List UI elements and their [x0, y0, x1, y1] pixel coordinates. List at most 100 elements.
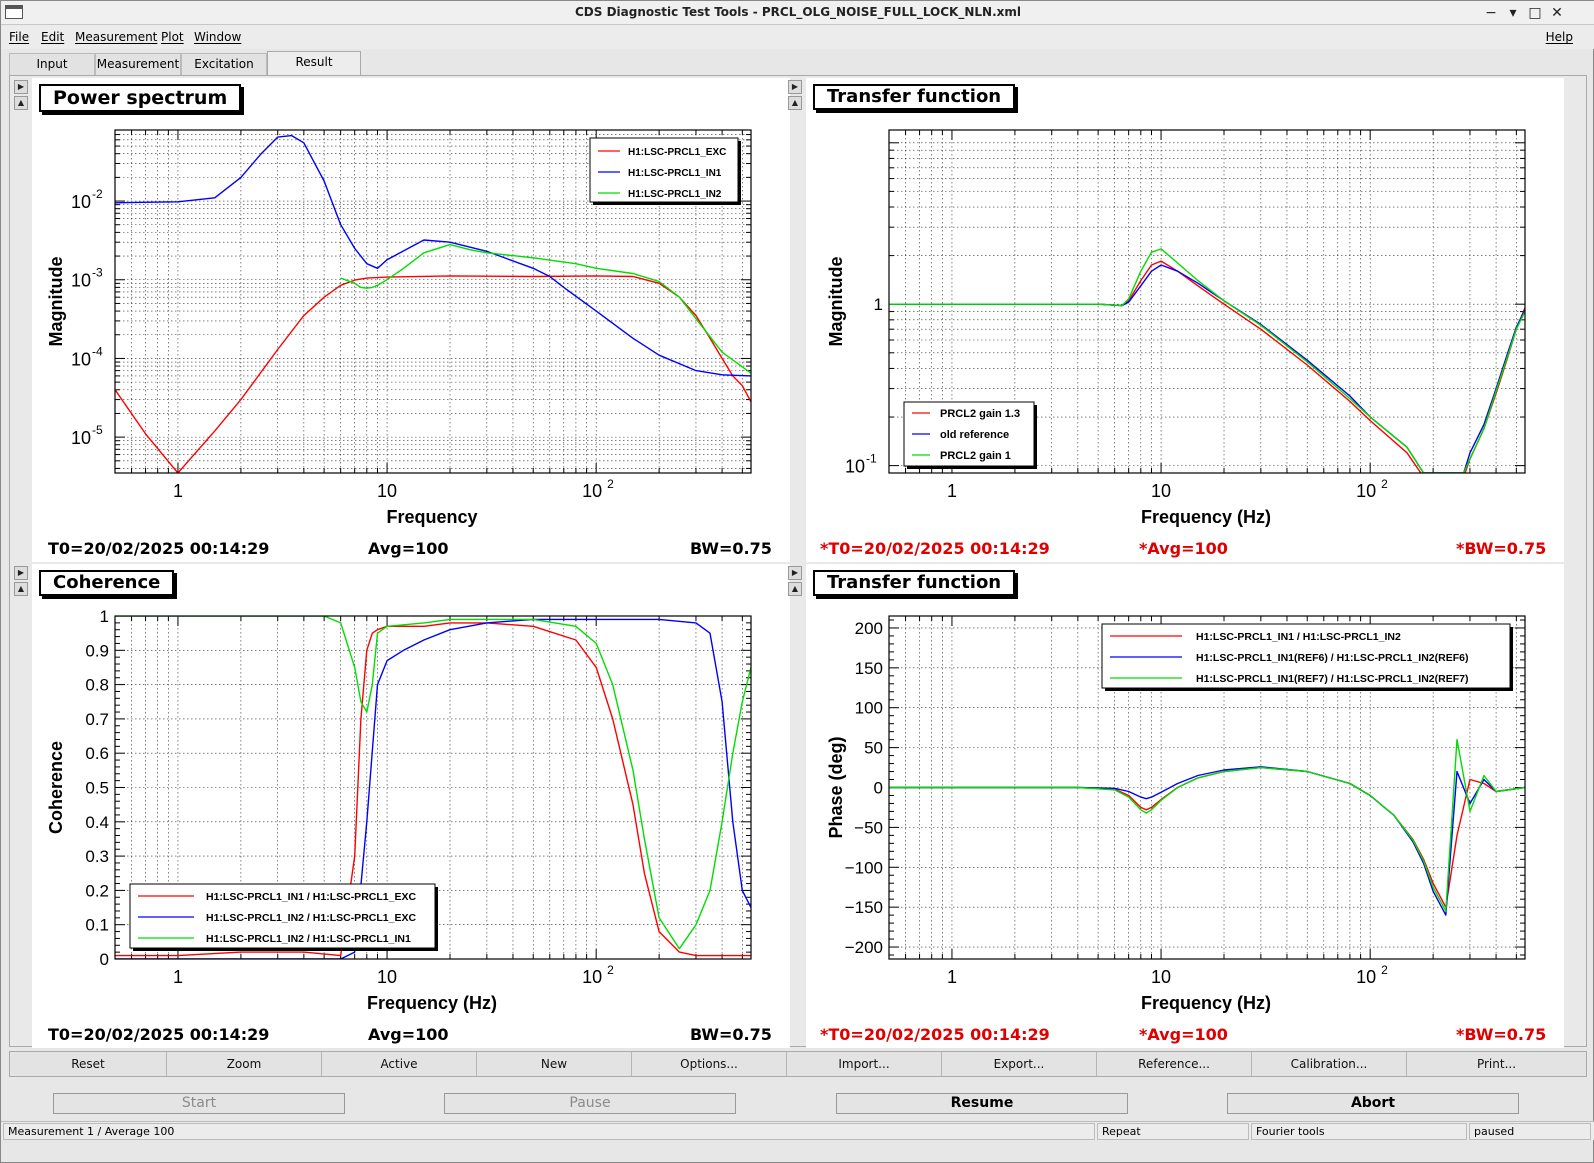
y-tick-label: 50 — [864, 739, 883, 758]
plot-pad-transfer-magnitude[interactable]: Transfer function 1 10 10 2 10 -1 1 Frequency (… — [806, 78, 1564, 562]
expand-up-icon[interactable]: ▲ — [788, 582, 802, 596]
expand-up-icon[interactable]: ▲ — [14, 96, 28, 110]
print-button[interactable]: Print... — [1476, 1057, 1517, 1071]
plot-pad-coherence[interactable]: Coherence 1 10 10 2 0 0.1 0.2 0.3 0.4 0.5 0.6 0.7 0.… — [32, 564, 790, 1048]
zoom-button[interactable]: Zoom — [167, 1052, 322, 1076]
x-tick-label: 10 — [582, 967, 602, 987]
series-line — [115, 275, 751, 473]
info-bw: BW=0.75 — [690, 1025, 772, 1044]
coherence-chart[interactable]: 1 10 10 2 0 0.1 0.2 0.3 0.4 0.5 0.6 0.7 0.8 0.9 1 Frequ… — [32, 564, 790, 1048]
x-tick-label-exponent: 2 — [1381, 963, 1388, 977]
expand-right-icon[interactable]: ▶ — [14, 80, 28, 94]
tab-result[interactable]: Result — [267, 51, 361, 75]
series-line — [889, 738, 1525, 912]
new-button[interactable]: New — [477, 1052, 632, 1076]
reference-button[interactable]: Reference... — [1097, 1052, 1252, 1076]
plot-frame — [888, 129, 1526, 474]
info-bw: BW=0.75 — [690, 539, 772, 558]
menu-measurement[interactable]: Measurement — [75, 30, 158, 44]
run-controls: Start Pause Resume Abort — [1, 1087, 1594, 1117]
x-axis-title: Frequency (Hz) — [1141, 507, 1271, 527]
panel-title: Transfer function — [813, 570, 1016, 596]
legend-label: H1:LSC-PRCL1_IN1 / H1:LSC-PRCL1_IN2 — [1196, 631, 1401, 643]
y-tick-label-exponent: -2 — [92, 187, 103, 201]
pause-button[interactable]: Pause — [444, 1093, 736, 1114]
y-tick-label: 0.5 — [85, 779, 109, 798]
y-tick-label: 200 — [855, 619, 883, 638]
active-button[interactable]: Active — [322, 1052, 477, 1076]
series-line — [115, 134, 751, 377]
plot-frame — [888, 615, 1526, 960]
plot-pad-transfer-phase[interactable]: Transfer function 1 10 10 2 −200 −150 −100 −50 0… — [806, 564, 1564, 1048]
import-button[interactable]: Import... — [787, 1052, 942, 1076]
menu-edit[interactable]: Edit — [41, 30, 65, 44]
start-button[interactable]: Start — [53, 1093, 345, 1114]
maximize-icon[interactable]: □ — [1528, 5, 1542, 21]
y-tick-label: 0.3 — [85, 847, 109, 866]
plot-pad-power-spectrum[interactable]: Power spectrum 1 10 10 2 10 -5 10 -4 10 -3 10 -2 Fre… — [32, 78, 790, 562]
legend-label: H1:LSC-PRCL1_IN1 — [628, 168, 722, 179]
calibration-button[interactable]: Calibration... — [1252, 1052, 1407, 1076]
menu-plot[interactable]: Plot — [161, 30, 184, 44]
legend-label: H1:LSC-PRCL1_IN2 — [628, 189, 722, 200]
y-tick-label: 10 — [845, 457, 865, 477]
export-button[interactable]: Export... — [942, 1052, 1097, 1076]
status-measurement: Measurement 1 / Average 100 — [3, 1123, 1095, 1140]
abort-button[interactable]: Abort — [1227, 1093, 1519, 1114]
series-line — [115, 618, 751, 959]
expand-right-icon[interactable]: ▶ — [788, 566, 802, 580]
transfer-phase-chart[interactable]: 1 10 10 2 −200 −150 −100 −50 0 50 100 150 200 Frequen… — [806, 564, 1564, 1048]
legend-label: PRCL2 gain 1 — [940, 450, 1011, 462]
y-tick-label: 1 — [100, 607, 109, 626]
status-bar: Measurement 1 / Average 100 Repeat Fouri… — [1, 1121, 1594, 1140]
series-line — [115, 616, 751, 950]
options-button[interactable]: Options... — [632, 1052, 787, 1076]
y-tick-label: 0.9 — [85, 641, 109, 660]
expand-up-icon[interactable]: ▲ — [14, 582, 28, 596]
window-title: CDS Diagnostic Test Tools - PRCL_OLG_NOI… — [574, 5, 1022, 19]
expand-up-icon[interactable]: ▲ — [788, 96, 802, 110]
y-tick-label: 0 — [100, 950, 109, 969]
menu-help[interactable]: Help — [1545, 30, 1573, 44]
chevron-icon[interactable]: ▾ — [1509, 5, 1517, 21]
x-tick-label-exponent: 2 — [607, 477, 614, 491]
x-tick-label: 10 — [1151, 967, 1171, 987]
close-icon[interactable]: ✕ — [1551, 5, 1563, 21]
legend-label: H1:LSC-PRCL1_EXC — [628, 147, 726, 158]
legend — [1101, 623, 1511, 689]
series-line — [889, 248, 1525, 473]
reset-button[interactable]: Reset — [10, 1052, 167, 1076]
y-tick-label: 0.1 — [85, 916, 109, 935]
plot-toolbar: Reset Zoom Active New Options... Import.… — [9, 1051, 1587, 1077]
x-tick-label: 10 — [1356, 481, 1376, 501]
tab-input[interactable]: Input — [9, 53, 95, 75]
expand-right-icon[interactable]: ▶ — [788, 80, 802, 94]
panel-title: Coherence — [39, 570, 175, 596]
tab-excitation[interactable]: Excitation — [181, 53, 267, 75]
power-spectrum-chart[interactable]: 1 10 10 210 -510 -410 -310 -2FrequencyMagnitude… — [32, 78, 790, 562]
expand-right-icon[interactable]: ▶ — [14, 566, 28, 580]
legend-label: H1:LSC-PRCL1_IN2 / H1:LSC-PRCL1_EXC — [206, 912, 416, 924]
legend — [589, 137, 739, 203]
result-area: ▶ ▲ Power spectrum 1 10 10 2 10 -5 10 -4 10 -3 10-… — [9, 75, 1587, 1048]
y-tick-label-exponent: -1 — [866, 452, 877, 466]
y-tick-label: 10 — [71, 428, 91, 448]
y-tick-label-exponent: -4 — [92, 344, 103, 358]
minimize-icon[interactable]: − — [1485, 5, 1497, 21]
info-t0: T0=20/02/2025 00:14:29 — [48, 539, 270, 558]
y-tick-label: 0 — [874, 779, 883, 798]
y-tick-label: 0.7 — [85, 710, 109, 729]
y-tick-label: −150 — [845, 898, 883, 917]
legend-label: H1:LSC-PRCL1_IN2 / H1:LSC-PRCL1_IN1 — [206, 933, 411, 945]
menu-bar: File Edit Measurement Plot Window Help — [1, 25, 1594, 49]
menu-file[interactable]: File — [9, 30, 30, 44]
info-t0: *T0=20/02/2025 00:14:29 — [820, 539, 1050, 558]
resume-button[interactable]: Resume — [836, 1093, 1128, 1114]
app-window-icon[interactable] — [5, 5, 23, 19]
tab-measurement[interactable]: Measurement — [95, 53, 181, 75]
y-tick-label-exponent: -3 — [92, 266, 103, 280]
plot-frame — [114, 129, 752, 474]
menu-window[interactable]: Window — [194, 30, 242, 44]
